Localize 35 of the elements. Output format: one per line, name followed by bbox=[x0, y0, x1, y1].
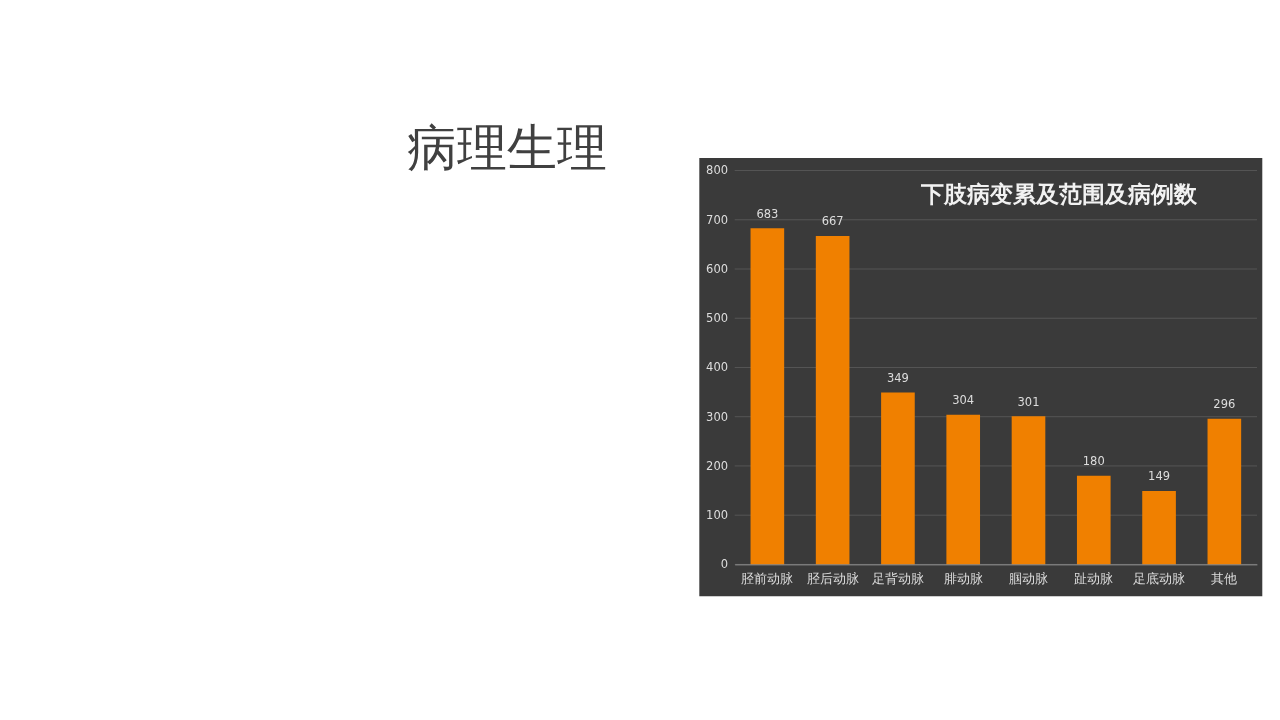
bar bbox=[881, 392, 915, 565]
y-tick-label: 700 bbox=[706, 212, 729, 227]
y-tick-label: 100 bbox=[706, 508, 729, 523]
bar bbox=[1142, 491, 1176, 565]
data-label: 301 bbox=[1017, 394, 1040, 409]
y-tick-label: 200 bbox=[706, 458, 729, 473]
x-tick-label: 其他 bbox=[1211, 570, 1238, 586]
data-label: 349 bbox=[886, 370, 909, 385]
x-tick-label: 腘动脉 bbox=[1008, 570, 1048, 586]
data-label: 296 bbox=[1213, 397, 1236, 412]
x-tick-label: 足底动脉 bbox=[1133, 570, 1186, 586]
data-label: 667 bbox=[821, 214, 844, 229]
x-tick-label: 胫前动脉 bbox=[741, 570, 794, 586]
y-tick-label: 800 bbox=[706, 163, 729, 178]
y-tick-label: 500 bbox=[706, 311, 729, 326]
x-tick-label: 胫后动脉 bbox=[806, 570, 859, 586]
x-tick-label: 足背动脉 bbox=[871, 570, 924, 586]
y-tick-label: 300 bbox=[706, 409, 729, 424]
bar bbox=[1011, 416, 1046, 565]
y-tick-label: 600 bbox=[706, 261, 729, 276]
y-tick-label: 400 bbox=[706, 360, 729, 375]
bar bbox=[750, 228, 785, 565]
data-label: 304 bbox=[952, 393, 975, 408]
data-label: 149 bbox=[1148, 469, 1171, 484]
bar bbox=[815, 236, 850, 565]
bar bbox=[1076, 475, 1111, 565]
x-tick-label: 趾动脉 bbox=[1074, 570, 1114, 586]
chart-title: 病理生理 bbox=[407, 119, 608, 178]
text: 下肢病变累及范围及病例数 bbox=[919, 181, 1198, 208]
data-label: 180 bbox=[1082, 454, 1105, 469]
data-label: 683 bbox=[756, 206, 779, 221]
y-tick-label: 0 bbox=[720, 557, 729, 572]
bar bbox=[1207, 418, 1242, 565]
bar bbox=[946, 414, 981, 565]
x-tick-label: 腓动脉 bbox=[943, 570, 983, 586]
